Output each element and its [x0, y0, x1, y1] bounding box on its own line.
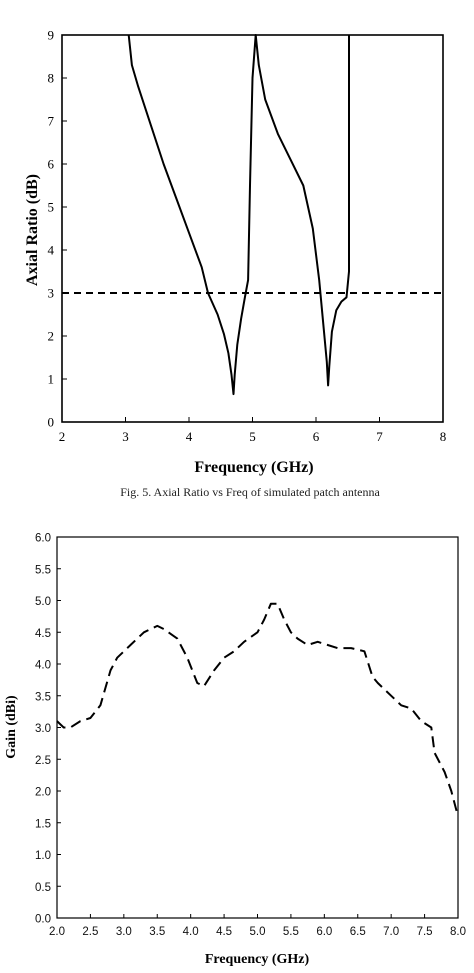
axial-ratio-y-tick-label: 9: [48, 28, 55, 43]
gain-y-tick-label: 2.5: [35, 755, 51, 767]
gain-x-tick-label: 5.5: [283, 926, 299, 938]
gain-x-tick-label: 5.0: [250, 926, 266, 938]
gain-x-tick-label: 2.5: [82, 926, 98, 938]
axial-ratio-series-line-1: [127, 34, 350, 396]
axial-ratio-chart: 0 1 2 3 4 5 6 7 8 9 2 3 4 5 6 7 8 Frequency (GHz) Axial…: [24, 28, 446, 477]
gain-y-axis-label: Gain (dBi): [4, 695, 19, 759]
gain-x-tick-label: 7.0: [383, 926, 399, 938]
axial-ratio-x-tick-label: 4: [186, 429, 193, 444]
axial-ratio-x-tick-label: 2: [59, 429, 66, 444]
gain-y-tick-label: 6.0: [35, 533, 51, 545]
axial-ratio-y-tick-label: 1: [48, 372, 55, 387]
gain-plot-frame: [56, 536, 459, 919]
gain-y-tick-label: 0.5: [35, 882, 51, 894]
gain-y-tick-label: 4.0: [35, 660, 51, 672]
axial-ratio-x-ticks: 2 3 4 5 6 7 8: [59, 417, 447, 444]
axial-ratio-x-tick-label: 5: [249, 429, 256, 444]
gain-x-tick-label: 2.0: [49, 926, 65, 938]
gain-y-tick-label: 0.0: [35, 914, 51, 926]
axial-ratio-y-axis-label: Axial Ratio (dB): [24, 174, 41, 286]
axial-ratio-x-axis-label: Frequency (GHz): [194, 459, 313, 476]
gain-series-line-1: [56, 602, 459, 817]
axial-ratio-y-tick-label: 6: [48, 157, 55, 172]
gain-chart: 0.00.51.01.52.02.53.03.54.04.55.05.56.0 …: [4, 533, 466, 968]
gain-y-tick-label: 1.0: [35, 850, 51, 862]
gain-y-tick-label: 4.5: [35, 628, 51, 640]
axial-ratio-series-group: [62, 34, 443, 396]
gain-y-tick-label: 5.5: [35, 564, 51, 576]
axial-ratio-x-tick-label: 6: [313, 429, 320, 444]
gain-y-tick-label: 3.0: [35, 723, 51, 735]
gain-x-axis-label: Frequency (GHz): [205, 952, 310, 967]
axial-ratio-x-tick-label: 7: [376, 429, 383, 444]
axial-ratio-y-tick-label: 8: [48, 71, 55, 86]
gain-y-tick-label: 3.5: [35, 691, 51, 703]
axial-ratio-y-tick-label: 2: [48, 329, 55, 344]
gain-y-tick-label: 1.5: [35, 818, 51, 830]
gain-series-group: [56, 602, 459, 817]
gain-x-tick-label: 6.5: [350, 926, 366, 938]
gain-x-tick-label: 4.5: [216, 926, 232, 938]
gain-y-tick-label: 5.0: [35, 596, 51, 608]
gain-y-ticks: 0.0 0.5 1.0 1.5 2.0 2.5 3.0 3.5 4.0 4.5 5.0 5.5 6.0: [35, 533, 61, 926]
axial-ratio-y-tick-label: 4: [48, 243, 55, 258]
gain-x-tick-label: 8.0: [450, 926, 466, 938]
axial-ratio-x-tick-label: 3: [122, 429, 129, 444]
axial-ratio-y-tick-label: 5: [48, 200, 55, 215]
gain-x-tick-label: 4.0: [183, 926, 199, 938]
axial-ratio-y-tick-label: 7: [48, 114, 55, 129]
axial-ratio-y-ticks: 0 1 2 3 4 5 6 7 8 9: [48, 28, 67, 430]
gain-x-tick-label: 3.5: [149, 926, 165, 938]
gain-x-tick-label: 3.0: [116, 926, 132, 938]
figure-caption: Fig. 5. Axial Ratio vs Freq of simulated…: [120, 485, 380, 499]
axial-ratio-x-tick-label: 8: [440, 429, 447, 444]
gain-x-ticks: 2.0 2.5 3.0 3.5 4.0 4.5 5.0 5.5 6.0 6.5 7.0 7.5 8.0: [49, 914, 466, 938]
axial-ratio-y-tick-label: 0: [48, 415, 55, 430]
gain-x-tick-label: 7.5: [417, 926, 433, 938]
axial-ratio-y-tick-label: 3: [48, 286, 55, 301]
gain-y-tick-label: 2.0: [35, 787, 51, 799]
gain-x-tick-label: 6.0: [316, 926, 332, 938]
